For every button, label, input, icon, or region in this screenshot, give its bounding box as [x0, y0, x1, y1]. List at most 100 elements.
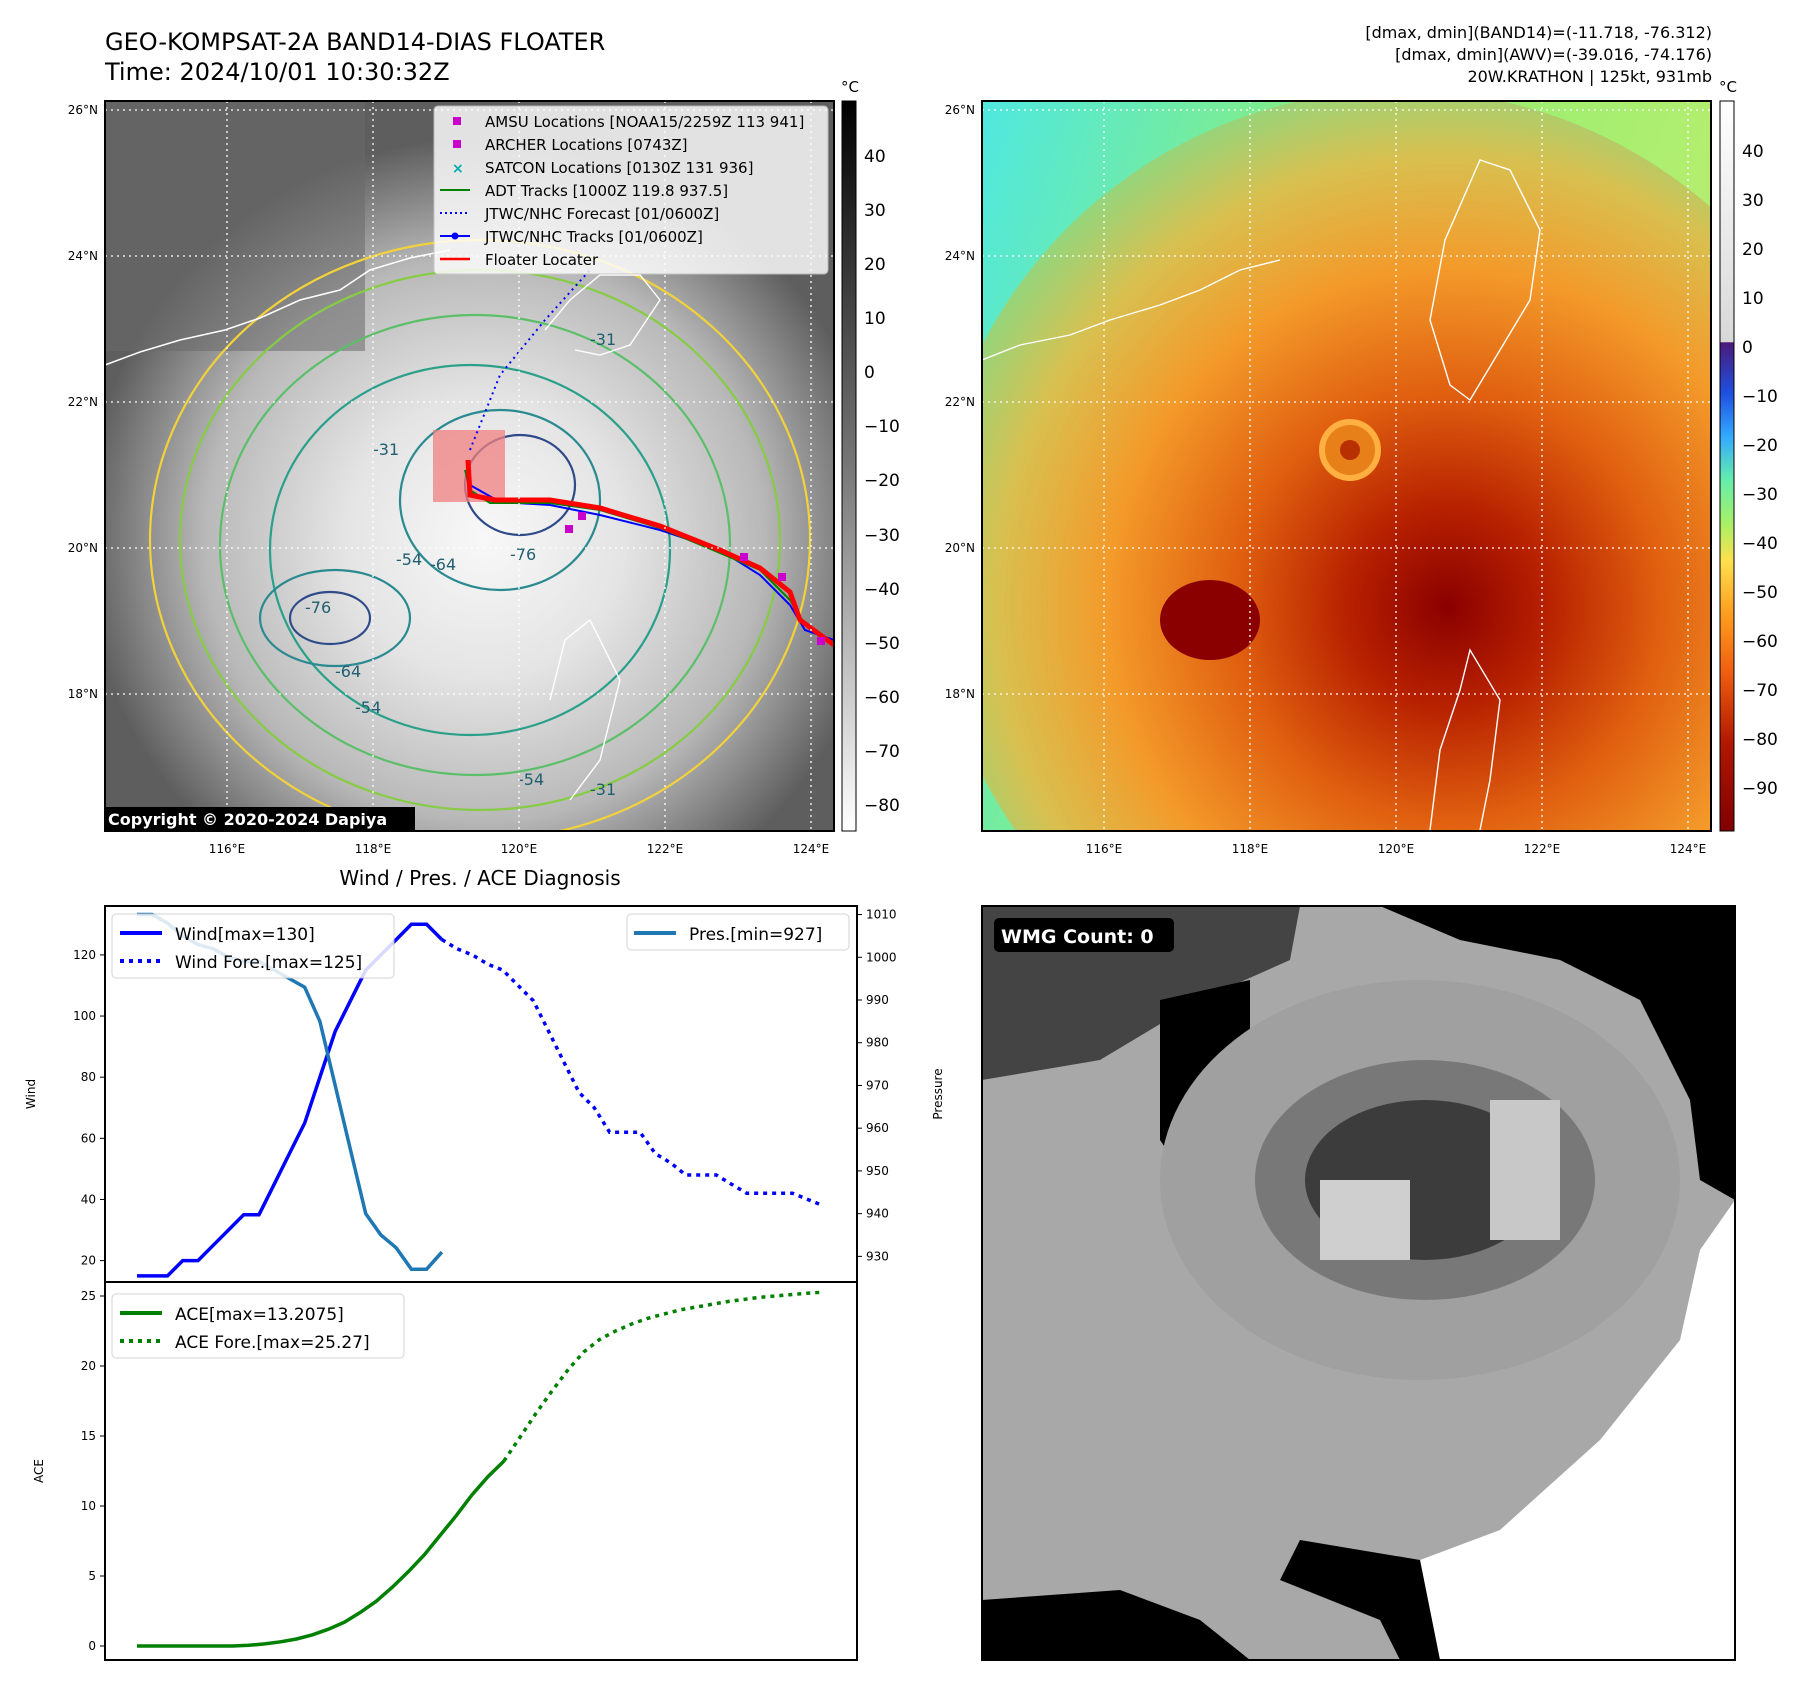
stats-band14: [dmax, dmin](BAND14)=(-11.718, -76.312) [1365, 23, 1712, 42]
map1-lon-labels: 116°E 118°E 120°E 122°E 124°E [209, 842, 830, 856]
ace-legend: ACE[max=13.2075] ACE Fore.[max=25.27] [111, 1293, 405, 1359]
wind-tick-label: 40 [81, 1192, 96, 1206]
wmg-eye-bright-right [1490, 1100, 1560, 1240]
svg-text:40: 40 [864, 147, 886, 167]
svg-text:−30: −30 [1742, 485, 1778, 505]
wmg-black-region-s [1280, 1540, 1440, 1660]
svg-text:−40: −40 [864, 580, 900, 600]
svg-text:40: 40 [1742, 142, 1764, 162]
map-awv: 26°N 24°N 22°N 20°N 18°N 116°E 118°E 120… [945, 78, 1778, 856]
copyright-box [105, 807, 415, 831]
ace-series-line-1 [502, 1290, 824, 1463]
legend-archer-marker [453, 140, 461, 148]
svg-text:26°N: 26°N [945, 103, 975, 117]
ace-tick-label: 10 [81, 1499, 96, 1513]
svg-text:116°E: 116°E [209, 842, 246, 856]
stats-awv: [dmax, dmin](AWV)=(-39.016, -74.176) [1395, 45, 1712, 64]
coastline-taiwan [544, 274, 661, 356]
pressure-tick-label: 990 [866, 993, 889, 1007]
svg-text:-54: -54 [518, 770, 544, 789]
svg-text:116°E: 116°E [1086, 842, 1123, 856]
svg-text:124°E: 124°E [1670, 842, 1707, 856]
diagnosis-title: Wind / Pres. / ACE Diagnosis [339, 866, 620, 890]
ir-contours [148, 238, 812, 831]
svg-text:−80: −80 [864, 796, 900, 816]
svg-text:−60: −60 [864, 688, 900, 708]
svg-text:-64: -64 [335, 662, 361, 681]
wmg-black-region-ne [1380, 906, 1735, 1200]
svg-text:-54: -54 [355, 698, 381, 717]
svg-text:20°N: 20°N [945, 541, 975, 555]
svg-text:-76: -76 [305, 598, 331, 617]
wind-tick-label: 80 [81, 1070, 96, 1084]
colorbar-ir-ticks: 40 30 20 10 0 −10 −20 −30 −40 −50 −60 −7… [864, 147, 900, 816]
wmg-black-region-sw [982, 1590, 1250, 1660]
svg-text:−70: −70 [864, 742, 900, 762]
svg-text:−10: −10 [864, 417, 900, 437]
svg-text:−90: −90 [1742, 779, 1778, 799]
svg-text:−80: −80 [1742, 730, 1778, 750]
svg-text:20: 20 [864, 255, 886, 275]
ace-series-line-0 [137, 1459, 506, 1648]
map2-lat-labels: 26°N 24°N 22°N 20°N 18°N [945, 103, 975, 701]
svg-text:20: 20 [1742, 240, 1764, 260]
svg-text:-31: -31 [590, 780, 616, 799]
svg-text:24°N: 24°N [945, 249, 975, 263]
svg-text:−60: −60 [1742, 632, 1778, 652]
svg-text:-54: -54 [396, 550, 422, 569]
chart-wind-pressure: Wind Pressure 20 40 60 80 100 120 930 940 950 96… [24, 905, 945, 1283]
pressure-tick-label: 980 [866, 1036, 889, 1050]
svg-text:−70: −70 [1742, 681, 1778, 701]
map1-lat-labels: 26°N 24°N 22°N 20°N 18°N [68, 103, 98, 701]
svg-text:10: 10 [1742, 289, 1764, 309]
ace-tick-label: 15 [81, 1429, 96, 1443]
awv-coast-china [982, 259, 1281, 361]
legend-jtwc-dot [451, 232, 459, 240]
wind-legend: Wind[max=130] Wind Fore.[max=125] Pres.[… [111, 913, 850, 979]
svg-text:−50: −50 [1742, 583, 1778, 603]
svg-text:−30: −30 [864, 526, 900, 546]
svg-text:122°E: 122°E [1524, 842, 1561, 856]
legend-amsu: AMSU Locations [NOAA15/2259Z 113 941] [485, 113, 804, 131]
wind-tick-label: 120 [73, 948, 96, 962]
legend-jtwc: JTWC/NHC Tracks [01/0600Z] [484, 228, 703, 246]
svg-text:118°E: 118°E [355, 842, 392, 856]
pressure-tick-label: 1010 [866, 908, 897, 922]
legend-ace: ACE[max=13.2075] [175, 1305, 344, 1325]
ace-tick-label: 20 [81, 1359, 96, 1373]
svg-text:120°E: 120°E [501, 842, 538, 856]
legend-wind-fore: Wind Fore.[max=125] [175, 953, 362, 973]
series-line-1 [440, 938, 824, 1208]
map1-legend: AMSU Locations [NOAA15/2259Z 113 941] AR… [433, 105, 829, 275]
svg-text:-31: -31 [373, 440, 399, 459]
svg-text:0: 0 [864, 363, 875, 383]
colorbar-ir-unit: °C [841, 78, 859, 96]
svg-text:20°N: 20°N [68, 541, 98, 555]
pressure-tick-label: 1000 [866, 950, 897, 964]
wind-tick-label: 100 [73, 1009, 96, 1023]
figure-time: Time: 2024/10/01 10:30:32Z [104, 58, 450, 86]
svg-text:30: 30 [1742, 191, 1764, 211]
pressure-tick-label: 960 [866, 1121, 889, 1135]
legend-satcon-marker: × [452, 161, 464, 177]
legend-satcon: SATCON Locations [0130Z 131 936] [485, 159, 753, 177]
svg-text:−10: −10 [1742, 387, 1778, 407]
wmg-white-region [1420, 1200, 1735, 1660]
awv-coast-taiwan [1429, 159, 1541, 402]
svg-text:−20: −20 [864, 471, 900, 491]
svg-text:−40: −40 [1742, 534, 1778, 554]
colorbar-awv-ticks: 40 30 20 10 0 −10 −20 −30 −40 −50 −60 −7… [1742, 142, 1778, 799]
ir-clear-sky [105, 101, 365, 351]
svg-text:0: 0 [1742, 338, 1753, 358]
legend-ace-fore: ACE Fore.[max=25.27] [175, 1333, 370, 1353]
ace-tick-label: 0 [88, 1639, 96, 1653]
pressure-tick-label: 970 [866, 1078, 889, 1092]
svg-text:22°N: 22°N [945, 395, 975, 409]
legend-amsu-marker [453, 117, 461, 125]
awv-coast-luzon [1429, 648, 1501, 831]
wind-axis-label: Wind [24, 1079, 38, 1109]
svg-text:-64: -64 [430, 555, 456, 574]
figure-title: GEO-KOMPSAT-2A BAND14-DIAS FLOATER [105, 28, 605, 56]
awv-eye-center [1340, 440, 1360, 460]
